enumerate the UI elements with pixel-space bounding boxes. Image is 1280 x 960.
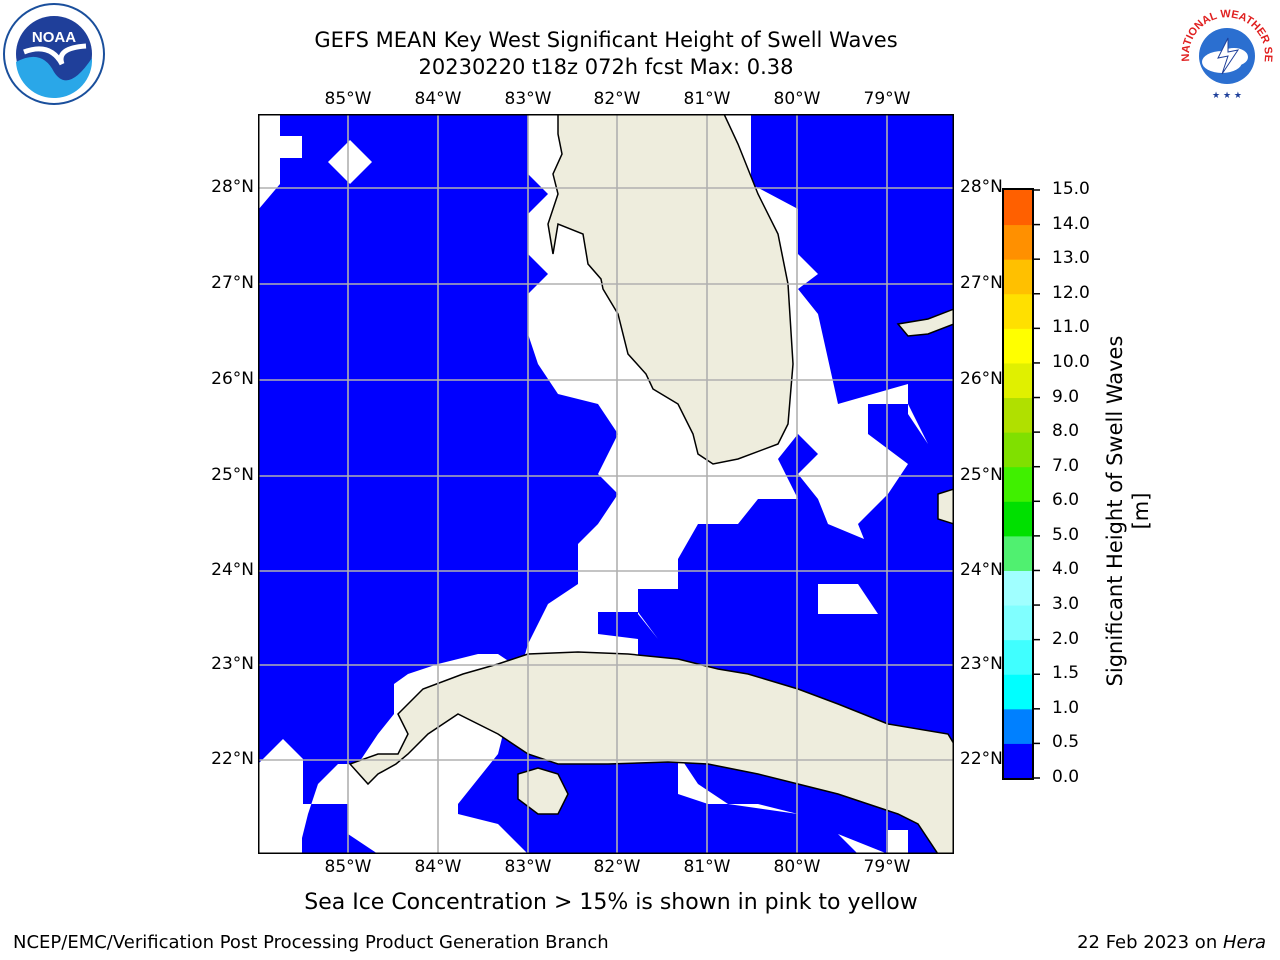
colorbar-band [1004, 708, 1032, 744]
map-title: GEFS MEAN Key West Significant Height of… [314, 28, 898, 52]
svg-text:NOAA: NOAA [32, 29, 76, 46]
lat-tick-right: 22°N [960, 749, 1003, 769]
colorbar-tick-label: 2.0 [1052, 628, 1080, 649]
noaa-logo: NOAA [3, 3, 105, 105]
colorbar-bands [1004, 190, 1032, 779]
colorbar-tick-label: 12.0 [1052, 282, 1090, 303]
lon-tick-bottom: 80°W [773, 857, 821, 877]
lat-tick-right: 28°N [960, 177, 1003, 197]
lon-tick-top: 81°W [683, 89, 731, 109]
lat-tick-left: 24°N [211, 560, 254, 580]
colorbar-band [1004, 639, 1032, 675]
sea-ice-note: Sea Ice Concentration > 15% is shown in … [304, 890, 918, 915]
lon-tick-bottom: 85°W [324, 857, 372, 877]
lon-tick-bottom: 83°W [504, 857, 552, 877]
colorbar-tick-label: 1.0 [1052, 697, 1080, 718]
colorbar-tick-label: 15.0 [1052, 179, 1090, 199]
lon-tick-bottom: 79°W [863, 857, 911, 877]
colorbar-band [1004, 362, 1032, 399]
lat-tick-right: 24°N [960, 560, 1003, 580]
colorbar-tick-label: 6.0 [1052, 490, 1080, 511]
lat-tick-right: 27°N [960, 273, 1003, 293]
colorbar-tick-marks [1033, 189, 1040, 779]
map-subtitle: 20230220 t18z 072h fcst Max: 0.38 [418, 55, 794, 79]
lat-tick-left: 27°N [211, 273, 254, 293]
colorbar-band [1004, 190, 1032, 226]
colorbar [1002, 188, 1040, 780]
colorbar-tick-label: 14.0 [1052, 213, 1090, 234]
colorbar-band [1004, 501, 1032, 537]
colorbar-tick-label: 3.0 [1052, 594, 1080, 615]
graticule [258, 114, 954, 854]
colorbar-title: Significant Height of Swell Waves [m] [1103, 335, 1153, 687]
colorbar-band [1004, 535, 1032, 571]
lon-tick-bottom: 82°W [593, 857, 641, 877]
colorbar-tick-label: 4.0 [1052, 559, 1080, 580]
lon-tick-bottom: 81°W [683, 857, 731, 877]
lon-tick-top: 85°W [324, 89, 372, 109]
colorbar-tick-label: 5.0 [1052, 524, 1080, 545]
colorbar-tick-label: 0.0 [1052, 767, 1080, 787]
lon-tick-top: 82°W [593, 89, 641, 109]
colorbar-tick-label: 7.0 [1052, 455, 1080, 476]
lon-tick-top: 80°W [773, 89, 821, 109]
footer-left: NCEP/EMC/Verification Post Processing Pr… [13, 932, 609, 953]
lat-tick-left: 23°N [211, 654, 254, 674]
colorbar-band [1004, 259, 1032, 295]
lat-tick-right: 25°N [960, 465, 1003, 485]
colorbar-tick-label: 11.0 [1052, 317, 1090, 338]
lat-tick-left: 26°N [211, 369, 254, 389]
lon-tick-top: 83°W [504, 89, 552, 109]
map-frame [258, 114, 954, 854]
colorbar-tick-label: 9.0 [1052, 386, 1080, 407]
colorbar-band [1004, 432, 1032, 468]
colorbar-tick-label: 8.0 [1052, 421, 1080, 442]
colorbar-band [1004, 570, 1032, 606]
lat-tick-right: 26°N [960, 369, 1003, 389]
nws-logo: NATIONAL WEATHER SERVICE ★ ★ ★ [1176, 2, 1276, 102]
colorbar-band [1004, 224, 1032, 260]
footer-date: 22 Feb 2023 on [1077, 932, 1223, 953]
colorbar-tick-label: 10.0 [1052, 351, 1090, 372]
colorbar-band [1004, 328, 1032, 364]
lat-tick-right: 23°N [960, 654, 1003, 674]
colorbar-tick-label: 1.5 [1052, 663, 1080, 684]
colorbar-tick-label: 13.0 [1052, 248, 1090, 269]
colorbar-band [1004, 466, 1032, 502]
lat-tick-left: 25°N [211, 465, 254, 485]
footer-right: 22 Feb 2023 on Hera [1077, 932, 1266, 953]
colorbar-band [1004, 293, 1032, 329]
swell-height-map [258, 114, 954, 854]
colorbar-band [1004, 605, 1032, 641]
colorbar-tick-label: 0.5 [1052, 732, 1080, 753]
colorbar-band [1004, 397, 1032, 433]
lon-tick-bottom: 84°W [414, 857, 462, 877]
lat-tick-left: 28°N [211, 177, 254, 197]
lon-tick-top: 84°W [414, 89, 462, 109]
lon-tick-top: 79°W [863, 89, 911, 109]
land-masses [348, 114, 954, 854]
footer-host: Hera [1222, 932, 1266, 953]
colorbar-frame [1002, 188, 1034, 780]
svg-text:★ ★ ★: ★ ★ ★ [1212, 91, 1242, 101]
colorbar-band [1004, 674, 1032, 710]
lat-tick-left: 22°N [211, 749, 254, 769]
colorbar-band [1004, 743, 1032, 779]
